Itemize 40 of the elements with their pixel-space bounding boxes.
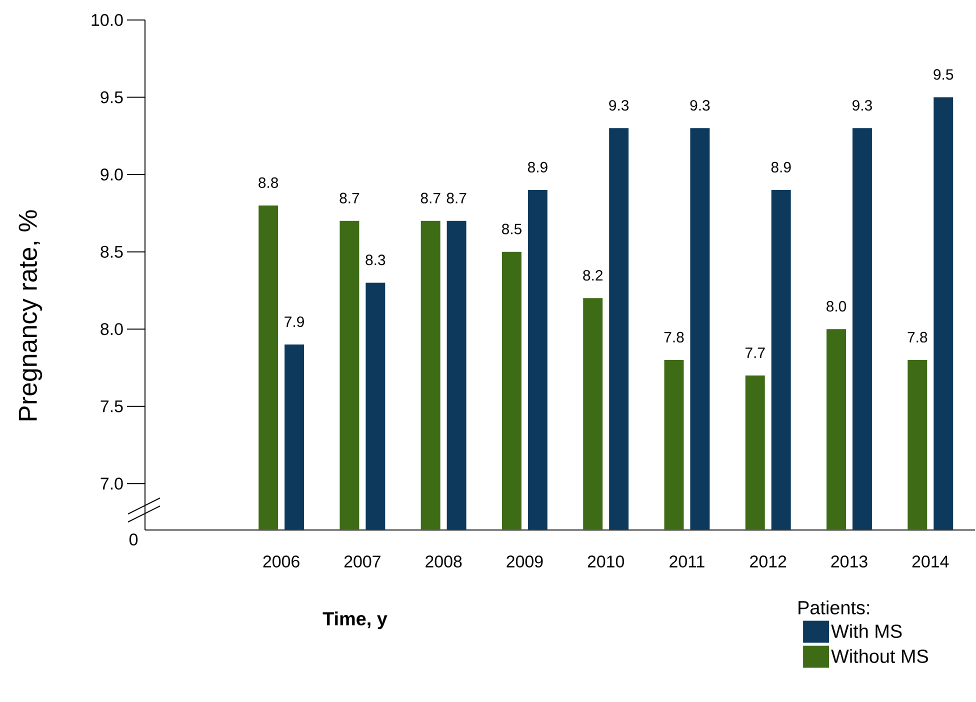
data-label: 9.5	[934, 69, 954, 80]
y-tick-label: 10.0	[92, 14, 123, 26]
data-label: 9.3	[690, 100, 710, 111]
data-label: 8.7	[446, 192, 466, 204]
data-label: 7.9	[284, 316, 304, 328]
data-label: 8.9	[771, 162, 791, 172]
data-label: 9.3	[852, 100, 872, 111]
text: 0	[129, 534, 138, 546]
data-label: 8.0	[826, 300, 846, 312]
data-label: 8.5	[502, 224, 522, 234]
data-label: 7.8	[908, 332, 928, 342]
y-axis-title: Pregnancy rate, %	[18, 210, 42, 420]
data-label: 8.7	[420, 192, 440, 204]
y-tick-label: 9.0	[100, 168, 123, 181]
y-tick-label: 9.5	[100, 91, 123, 104]
data-label: 7.7	[746, 348, 765, 358]
x-tick-label: 2009	[506, 556, 543, 568]
legend-title: Patients:	[798, 600, 869, 614]
data-label: 7.8	[664, 332, 684, 342]
x-tick-label: 2010	[588, 556, 624, 568]
legend-label: With MS	[831, 624, 902, 638]
data-label: 8.7	[340, 192, 360, 204]
x-tick-label: 2014	[912, 556, 949, 568]
y-tick-label: 7.5	[100, 400, 123, 412]
x-tick-label: 2013	[831, 556, 868, 568]
x-tick-label: 2006	[263, 556, 300, 568]
x-tick-label: 2008	[426, 556, 462, 568]
x-tick-label: 2012	[750, 556, 786, 568]
y-tick-label: 7.0	[100, 478, 123, 490]
x-tick-label: 2011	[670, 556, 704, 568]
data-label: 8.2	[583, 270, 602, 281]
data-label: 8.8	[258, 177, 278, 188]
x-tick-label: 2007	[344, 556, 380, 568]
data-label: 8.9	[528, 162, 548, 172]
y-tick-label: 8.5	[100, 246, 123, 258]
data-label: 9.3	[609, 100, 629, 111]
legend-label: Without MS	[831, 649, 928, 663]
data-label: 8.3	[366, 254, 386, 266]
x-axis-title: Time, y	[322, 612, 388, 630]
y-tick-label: 8.0	[100, 323, 123, 336]
